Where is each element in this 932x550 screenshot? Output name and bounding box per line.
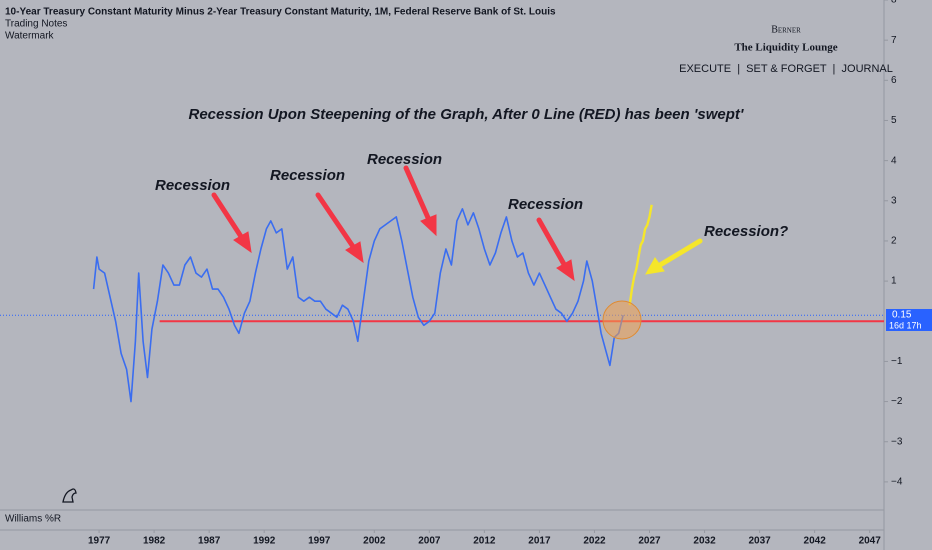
y-tick-label: 1 xyxy=(891,276,897,287)
y-tick-label: 6 xyxy=(891,75,897,86)
brand: EXECUTE | SET & FORGET | JOURNAL xyxy=(679,63,893,75)
x-tick-label: 2012 xyxy=(473,536,496,547)
x-tick-label: 2017 xyxy=(528,536,551,547)
arrow-head xyxy=(420,214,437,237)
subtitle: Trading Notes xyxy=(5,19,67,30)
brand: Berner xyxy=(771,24,801,35)
x-tick-label: 1997 xyxy=(308,536,331,547)
x-tick-label: 2037 xyxy=(748,536,771,547)
annotation: Recession Upon Steepening of the Graph, … xyxy=(189,106,744,123)
indicator-label: Williams %R xyxy=(5,514,61,525)
yellow-arrow xyxy=(645,238,703,275)
y-tick-label: −3 xyxy=(891,436,903,447)
series-line xyxy=(92,208,624,403)
last-value: 0.15 xyxy=(892,310,912,321)
annotation: Recession xyxy=(155,177,230,194)
x-tick-label: 2032 xyxy=(693,536,716,547)
y-tick-label: 2 xyxy=(891,236,897,247)
arrow xyxy=(211,192,245,241)
annotation: Recession xyxy=(270,167,345,184)
plot: −4 −3 −2 −1 1 2 3 4 5 6 7 8 1977 1982 1987 1992 1997 2002… xyxy=(0,0,903,547)
arrow-head xyxy=(556,259,575,282)
arrow xyxy=(315,192,357,251)
annotation: Recession xyxy=(508,196,583,213)
annotation: Recession xyxy=(367,151,442,168)
y-tick-label: 7 xyxy=(891,35,897,46)
x-tick-label: 2022 xyxy=(583,536,606,547)
arrow-head xyxy=(645,257,665,275)
y-tick-label: 3 xyxy=(891,195,897,206)
price-badge xyxy=(886,309,932,331)
y-tick-label: 8 xyxy=(891,0,897,6)
arrow xyxy=(536,217,568,269)
x-tick-label: 2002 xyxy=(363,536,386,547)
x-tick-label: 1977 xyxy=(88,536,111,547)
arrow-head xyxy=(345,241,364,264)
arrow-head xyxy=(233,231,252,254)
highlight-circle xyxy=(602,300,642,340)
x-tick-label: 2047 xyxy=(859,536,882,547)
arrows xyxy=(211,165,575,282)
series-line xyxy=(628,204,653,306)
y-tick-label: −2 xyxy=(891,396,903,407)
x-tick-label: 2027 xyxy=(638,536,661,547)
arrow xyxy=(657,238,703,268)
x-tick-label: 1992 xyxy=(253,536,276,547)
x-tick-label: 1982 xyxy=(143,536,166,547)
annotation: Recession? xyxy=(704,223,788,240)
y-tick-label: −1 xyxy=(891,356,903,367)
chart-title: 10-Year Treasury Constant Maturity Minus… xyxy=(5,7,556,18)
brand: The Liquidity Lounge xyxy=(734,42,837,54)
x-tick-label: 1987 xyxy=(198,536,221,547)
countdown: 16d 17h xyxy=(889,320,922,330)
subtitle: Watermark xyxy=(5,31,55,42)
arrow xyxy=(403,165,432,223)
logo xyxy=(62,488,77,503)
y-tick-label: 4 xyxy=(891,155,897,166)
x-tick-label: 2042 xyxy=(804,536,827,547)
y-tick-label: −4 xyxy=(891,477,903,488)
y-tick-label: 5 xyxy=(891,115,897,126)
x-tick-label: 2007 xyxy=(418,536,441,547)
